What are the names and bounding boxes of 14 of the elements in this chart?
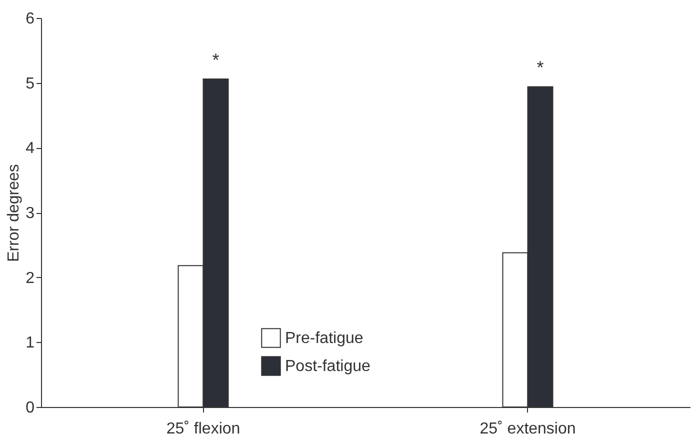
legend-label: Pre-fatigue [285, 330, 364, 347]
y-axis-title: Error degrees [6, 164, 23, 262]
annotation: * [536, 58, 544, 78]
legend-label: Post-fatigue [285, 358, 370, 375]
x-tick-label: 25˚ extension [480, 420, 576, 438]
x-tick-label: 25˚ flexion [166, 420, 240, 438]
y-tick-label: 4 [26, 140, 35, 158]
annotation: * [212, 50, 220, 70]
y-tick-label: 3 [26, 205, 35, 222]
y-tick-label: 6 [26, 10, 35, 28]
y-tick-label: 5 [26, 75, 35, 92]
y-tick-label: 1 [26, 334, 35, 352]
y-tick-label: 2 [26, 270, 35, 287]
y-tick-label: 0 [26, 400, 35, 416]
